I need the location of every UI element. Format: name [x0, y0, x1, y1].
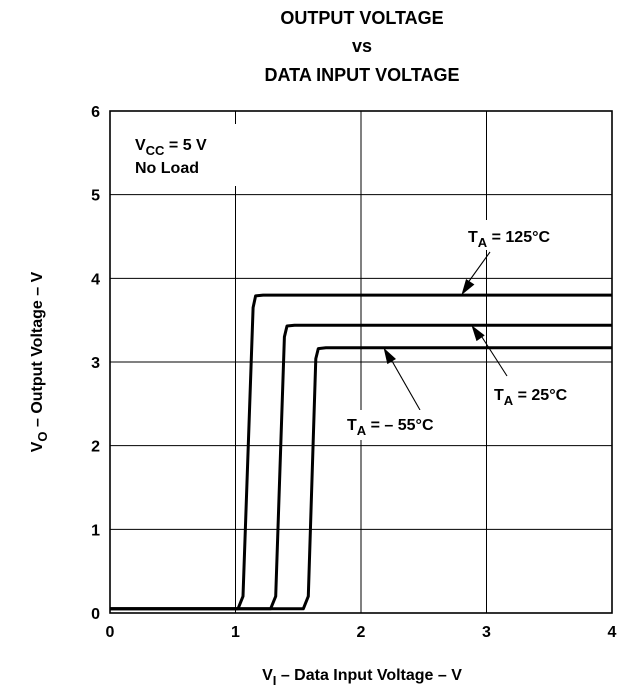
y-tick-label-5: 5 — [91, 188, 100, 205]
y-tick-label-4: 4 — [91, 271, 100, 288]
y-tick-label-3: 3 — [91, 355, 100, 372]
x-tick-label-2: 2 — [357, 624, 366, 641]
x-axis-ticks: 0 1 2 3 4 — [106, 624, 617, 641]
y-axis-label: VO – Output Voltage – V — [29, 271, 50, 452]
series-line-minus55c — [110, 346, 612, 611]
arrow-25c-head — [471, 325, 485, 342]
chart-title: OUTPUT VOLTAGE vs DATA INPUT VOLTAGE — [265, 8, 460, 85]
arrow-25c-leader — [479, 333, 508, 377]
annotation-arrows — [383, 251, 508, 411]
y-tick-label-0: 0 — [91, 606, 100, 623]
label-25c-bg — [490, 380, 596, 410]
series-label-125c: TA = 125°C — [468, 229, 551, 250]
x-tick-label-1: 1 — [231, 624, 240, 641]
chart-title-line-1: OUTPUT VOLTAGE — [280, 8, 443, 28]
plot-area-frame — [109, 110, 613, 614]
chart-title-line-3: DATA INPUT VOLTAGE — [265, 65, 460, 85]
arrow-minus55c-head — [383, 347, 396, 365]
y-tick-label-1: 1 — [91, 522, 100, 539]
label-125c-bg — [464, 220, 580, 250]
series-label-25c: TA = 25°C — [494, 387, 568, 408]
grid — [110, 111, 612, 613]
arrow-125c-head — [461, 278, 475, 296]
x-tick-label-4: 4 — [608, 624, 617, 641]
arrow-125c-leader — [466, 251, 491, 285]
arrow-minus55c-leader — [387, 353, 421, 411]
y-tick-label-6: 6 — [91, 104, 100, 121]
x-axis-label: VI – Data Input Voltage – V — [262, 667, 462, 688]
y-axis-ticks: 0 1 2 3 4 5 6 — [91, 104, 100, 623]
conditions-vcc: VCC = 5 V — [135, 137, 207, 158]
x-tick-label-3: 3 — [482, 624, 491, 641]
conditions-load: No Load — [135, 160, 199, 177]
label-minus55c-bg — [343, 410, 473, 440]
series-label-minus55c: TA = – 55°C — [347, 417, 434, 438]
x-tick-label-0: 0 — [106, 624, 115, 641]
y-tick-label-2: 2 — [91, 439, 100, 456]
series-group — [110, 293, 612, 611]
conditions-box — [131, 124, 240, 186]
chart-title-line-2: vs — [352, 36, 372, 56]
